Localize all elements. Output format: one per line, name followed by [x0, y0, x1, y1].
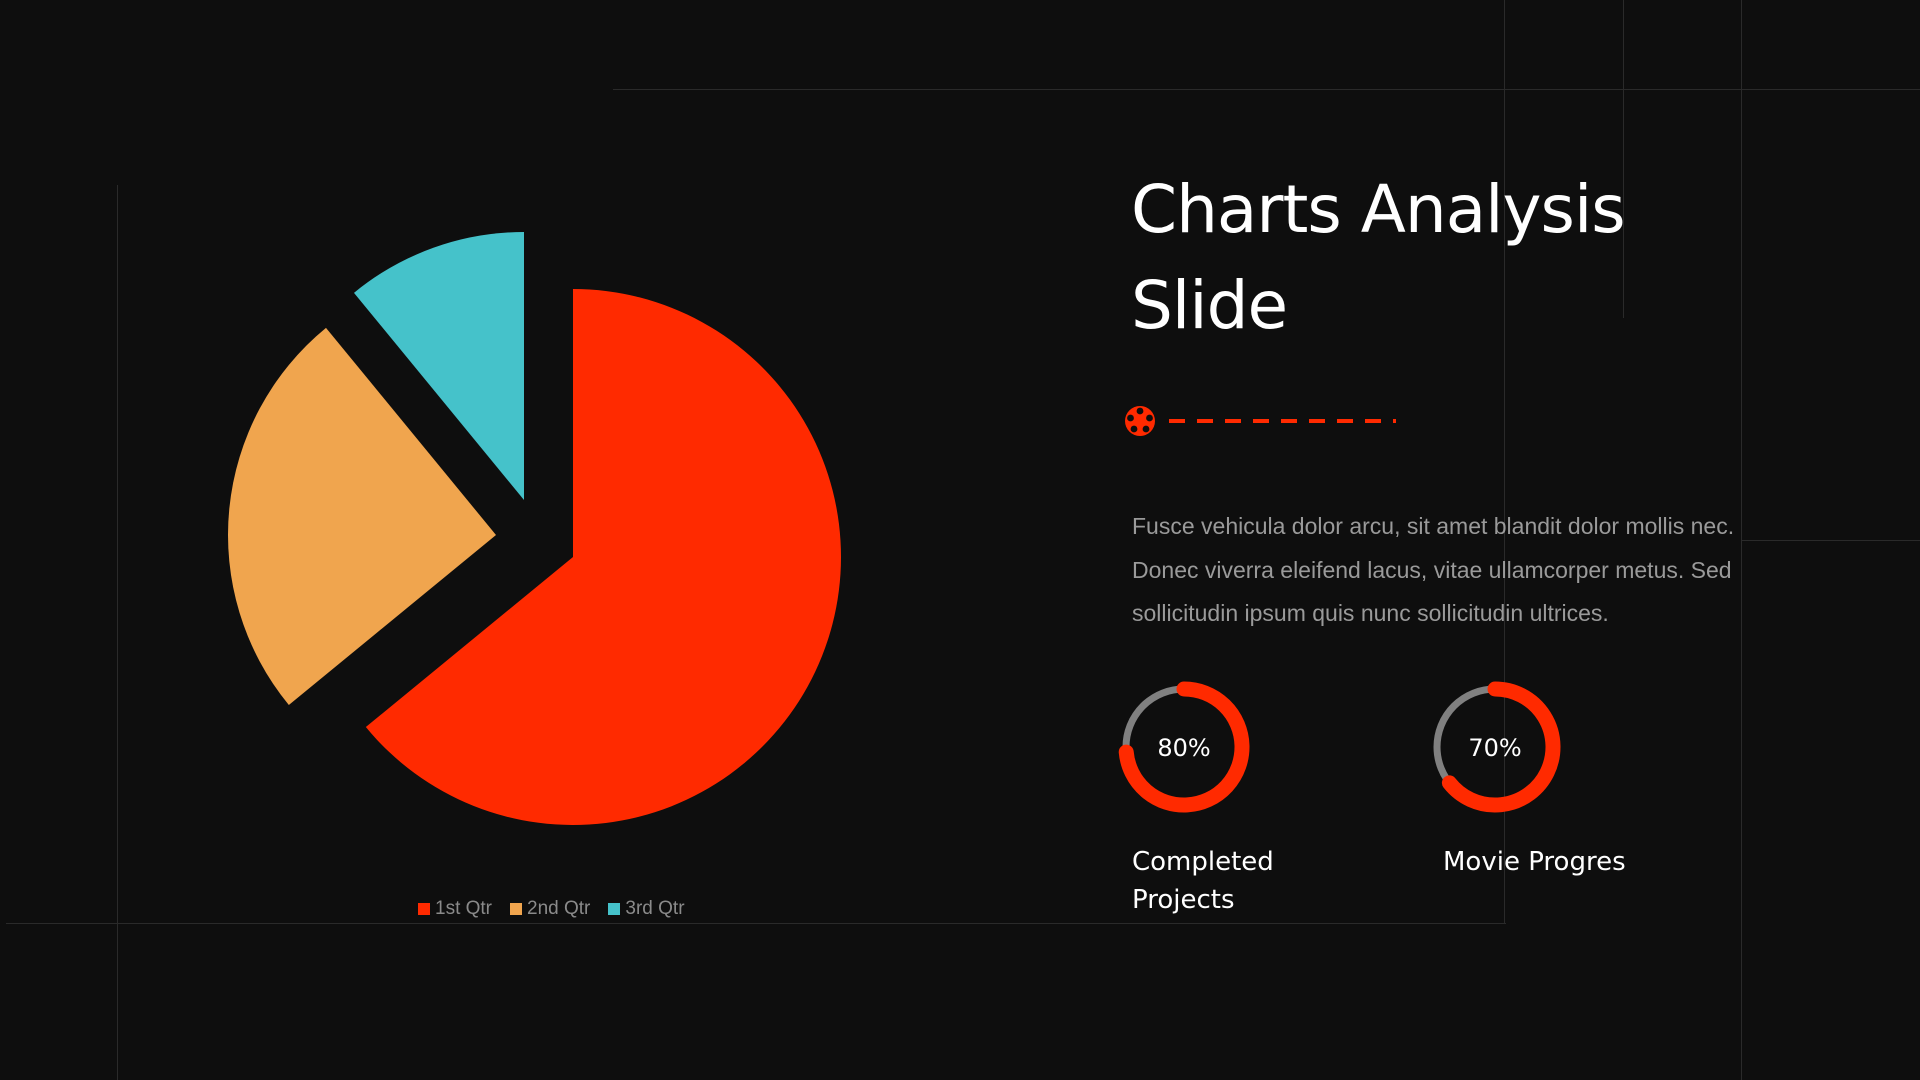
- grid-line: [1623, 0, 1624, 318]
- grid-line: [1504, 0, 1505, 923]
- legend-swatch: [418, 903, 430, 915]
- legend-label: 2nd Qtr: [527, 898, 591, 919]
- pie-slice-3rd-qtr: [353, 232, 524, 500]
- title-line: Charts Analysis: [1131, 171, 1626, 248]
- pie-slice-1st-qtr: [365, 289, 841, 825]
- ring-progress: [1441, 681, 1561, 813]
- grid-line: [613, 89, 1920, 90]
- stat-caption: Movie Progres: [1443, 847, 1626, 877]
- stat-caption: Completed Projects: [1132, 847, 1274, 915]
- ring-value: 70%: [1468, 734, 1521, 762]
- chart-legend: 1st Qtr 2nd Qtr 3rd Qtr: [418, 898, 685, 920]
- legend-swatch: [608, 903, 621, 915]
- film-reel-icon: [1125, 406, 1155, 436]
- legend-label: 1st Qtr: [435, 898, 493, 919]
- grid-line: [6, 923, 1506, 924]
- body-text: Fusce vehicula dolor arcu, sit amet blan…: [1132, 513, 1735, 626]
- legend-item: 3rd Qtr: [608, 898, 685, 920]
- ring-value: 80%: [1157, 734, 1210, 762]
- grid-line: [117, 185, 118, 1080]
- ring-progress: [1118, 681, 1250, 813]
- page-title: Charts Analysis Slide: [1131, 162, 1626, 354]
- pie-slice-2nd-qtr: [227, 327, 496, 706]
- legend-label: 3rd Qtr: [625, 898, 685, 919]
- grid-line: [1741, 540, 1920, 541]
- legend-swatch: [510, 903, 523, 915]
- title-line: Slide: [1131, 267, 1288, 344]
- legend-item: 1st Qtr: [418, 898, 492, 920]
- legend-item: 2nd Qtr: [510, 898, 590, 920]
